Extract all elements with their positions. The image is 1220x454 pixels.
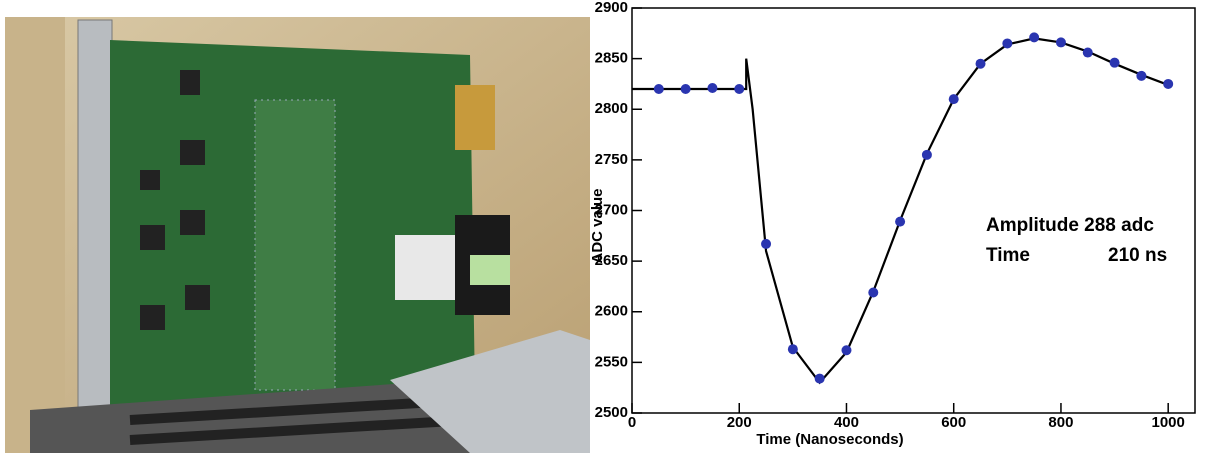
annotation: Amplitude 288 adc xyxy=(986,215,1154,236)
chip xyxy=(180,210,205,235)
fit-line xyxy=(632,37,1169,385)
x-tick-label: 1000 xyxy=(1152,414,1185,431)
y-tick-label: 2500 xyxy=(595,404,628,421)
y-tick-label: 2700 xyxy=(595,201,628,218)
y-tick-label: 2600 xyxy=(595,303,628,320)
y-axis-label: ADC value xyxy=(589,188,606,263)
data-point xyxy=(1136,70,1147,81)
component-array xyxy=(254,99,336,391)
x-tick-label: 600 xyxy=(941,414,966,431)
data-point xyxy=(814,373,825,384)
rail xyxy=(129,415,471,445)
plot-frame xyxy=(631,7,1196,414)
chip xyxy=(140,170,160,190)
data-point xyxy=(707,82,718,93)
data-point xyxy=(1002,38,1013,49)
y-tick-label: 2550 xyxy=(595,353,628,370)
data-point xyxy=(787,344,798,355)
data-point xyxy=(761,238,772,249)
chip xyxy=(140,305,165,330)
y-tick-label: 2800 xyxy=(595,100,628,117)
x-tick-label: 200 xyxy=(727,414,752,431)
label-sticker xyxy=(470,255,510,285)
data-point xyxy=(841,345,852,356)
connector xyxy=(395,235,465,300)
annotation: Time xyxy=(986,245,1030,266)
x-axis-label: Time (Nanoseconds) xyxy=(756,431,903,448)
y-tick-label: 2900 xyxy=(595,0,628,16)
rail xyxy=(129,395,471,425)
chip xyxy=(185,285,210,310)
data-point xyxy=(1082,47,1093,58)
x-tick-label: 800 xyxy=(1048,414,1073,431)
wall xyxy=(5,17,65,453)
data-point xyxy=(868,287,879,298)
data-point xyxy=(1109,57,1120,68)
y-tick-label: 2750 xyxy=(595,151,628,168)
data-point xyxy=(895,216,906,227)
data-point xyxy=(921,149,932,160)
data-point xyxy=(734,84,745,94)
chip xyxy=(140,225,165,250)
y-tick-label: 2850 xyxy=(595,50,628,67)
data-point xyxy=(1029,32,1040,43)
annotation: 210 ns xyxy=(1108,245,1167,266)
data-point xyxy=(1163,78,1174,89)
y-tick-label: 2650 xyxy=(595,252,628,269)
bracket xyxy=(77,19,113,451)
x-tick-label: 0 xyxy=(628,414,636,431)
chip xyxy=(180,70,200,95)
data-point xyxy=(680,84,691,94)
edge-connector xyxy=(455,85,495,150)
data-point xyxy=(948,94,959,105)
data-point xyxy=(653,84,664,94)
data-point xyxy=(1055,37,1066,48)
photo xyxy=(5,17,590,453)
metal-plate xyxy=(390,330,590,453)
x-tick-label: 400 xyxy=(834,414,859,431)
data-point xyxy=(975,58,986,69)
chip xyxy=(180,140,205,165)
